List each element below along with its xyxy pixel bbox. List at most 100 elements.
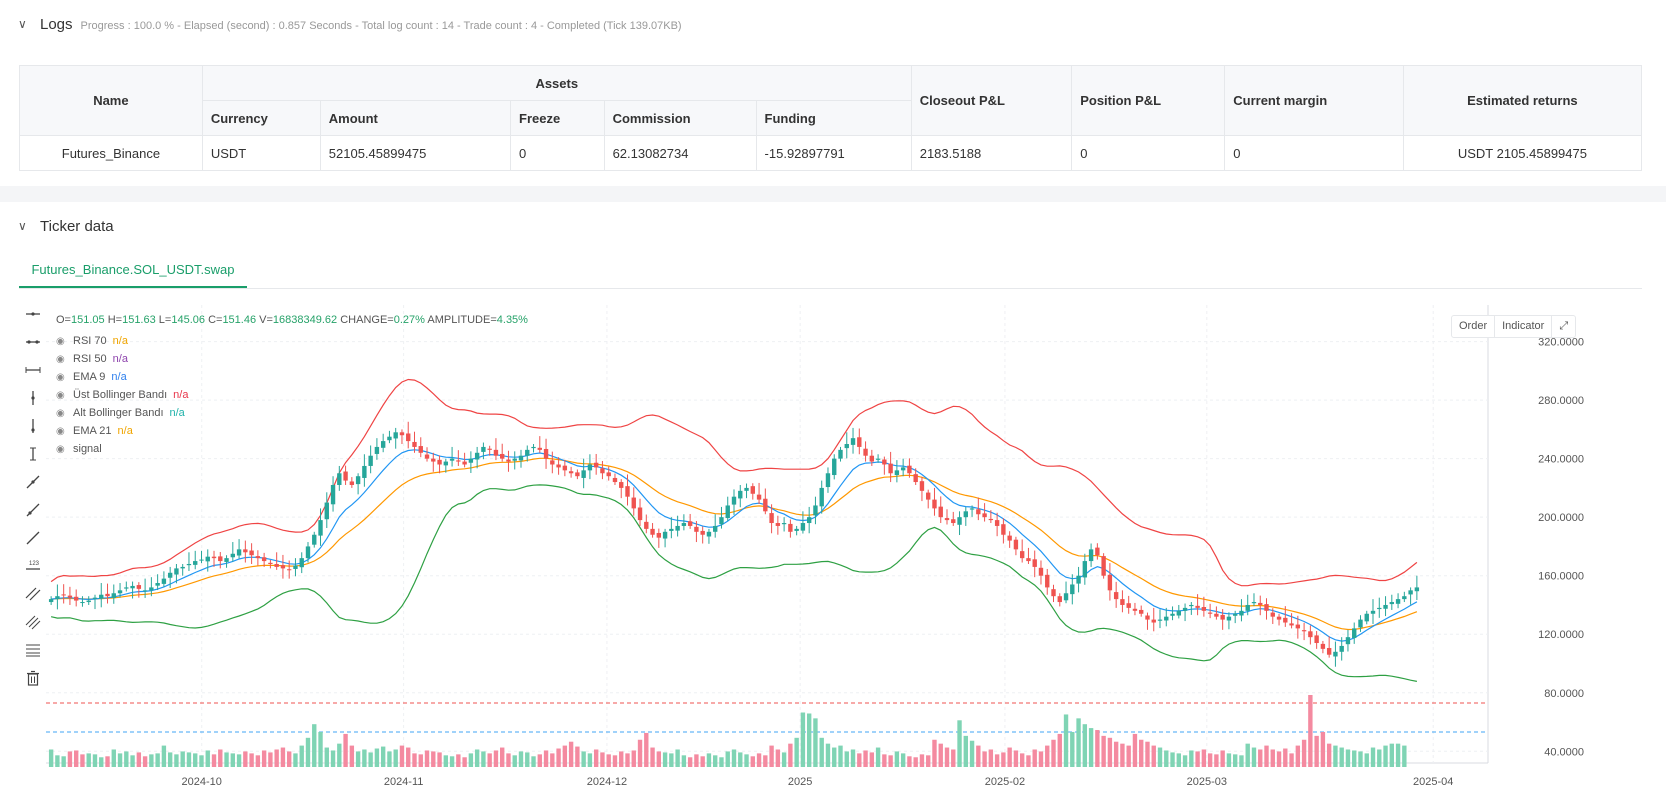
candle-body xyxy=(1170,613,1175,616)
candle-body xyxy=(1082,561,1088,578)
legend-item[interactable]: ◉ EMA 9 n/a xyxy=(56,368,188,386)
volume-bar xyxy=(650,747,655,767)
horizontal-ray-icon[interactable] xyxy=(22,331,44,353)
volume-bar xyxy=(468,753,474,767)
volume-bar xyxy=(512,755,517,767)
volume-bar xyxy=(982,751,987,767)
logs-header[interactable]: ∨ Logs Progress : 100.0 % - Elapsed (sec… xyxy=(18,16,682,33)
volume-bar xyxy=(287,751,292,767)
candle-body xyxy=(1352,628,1357,639)
volume-bar xyxy=(825,743,831,767)
volume-bar xyxy=(1232,754,1238,767)
parallel-channel-icon[interactable] xyxy=(22,583,44,605)
legend-item[interactable]: ◉ RSI 50 n/a xyxy=(56,350,188,368)
y-tick-label: 200.0000 xyxy=(1538,512,1584,524)
logs-title: Logs xyxy=(40,16,73,33)
trend-line-icon[interactable] xyxy=(22,471,44,493)
volume-bar xyxy=(938,743,943,767)
candle-body xyxy=(568,471,574,474)
volume-bar xyxy=(424,750,430,767)
candle-body xyxy=(600,468,605,474)
chevron-down-icon[interactable]: ∨ xyxy=(18,219,27,233)
volume-bar xyxy=(268,752,273,767)
volume-bar xyxy=(55,755,60,767)
candle-body xyxy=(806,517,812,524)
eye-icon[interactable]: ◉ xyxy=(56,335,65,347)
candle-body xyxy=(1377,607,1382,610)
volume-bar xyxy=(1113,741,1119,767)
cell-margin: 0 xyxy=(1224,135,1404,171)
volume-bar xyxy=(117,753,123,767)
volume-bar xyxy=(1326,743,1332,767)
candle-body xyxy=(637,507,643,521)
candle-body xyxy=(1301,630,1307,632)
candle-body xyxy=(1214,613,1219,617)
cell-freeze: 0 xyxy=(510,135,605,171)
candle-body xyxy=(1358,619,1363,628)
volume-bar xyxy=(556,748,561,767)
volume-bar xyxy=(124,751,129,767)
extended-line-icon[interactable] xyxy=(22,359,44,381)
volume-bar xyxy=(86,753,91,767)
legend-label: EMA 21 xyxy=(73,425,112,437)
candle-body xyxy=(406,433,411,442)
volume-bar xyxy=(976,745,981,767)
volume-bar xyxy=(988,749,994,767)
candle-body xyxy=(1295,624,1301,629)
candle-body xyxy=(913,474,918,483)
ray-line-icon[interactable] xyxy=(22,499,44,521)
volume-bar xyxy=(838,745,843,767)
order-button[interactable]: Order xyxy=(1452,316,1496,337)
legend-label: Alt Bollinger Bandı xyxy=(73,407,164,419)
fib-channel-icon[interactable] xyxy=(22,611,44,633)
candle-body xyxy=(850,438,856,445)
candle-body xyxy=(73,596,79,601)
volume-bar xyxy=(525,752,530,767)
volume-bar xyxy=(193,753,198,767)
eye-icon[interactable]: ◉ xyxy=(56,443,65,455)
legend-item[interactable]: ◉ Üst Bollinger Bandı n/a xyxy=(56,386,188,404)
legend-item[interactable]: ◉ EMA 21 n/a xyxy=(56,422,188,440)
eye-icon[interactable]: ◉ xyxy=(56,371,65,383)
eye-icon[interactable]: ◉ xyxy=(56,425,65,437)
eye-icon[interactable]: ◉ xyxy=(56,389,65,401)
volume-bar xyxy=(1245,743,1250,767)
legend-value: n/a xyxy=(112,335,128,347)
low-label: L= xyxy=(158,314,172,326)
candle-body xyxy=(1120,599,1125,605)
segment-line-icon[interactable] xyxy=(22,527,44,549)
legend-item[interactable]: ◉ RSI 70 n/a xyxy=(56,332,188,350)
high-label: H= xyxy=(107,314,123,326)
eye-icon[interactable]: ◉ xyxy=(56,353,65,365)
volume-bar xyxy=(1364,753,1369,767)
horizontal-line-icon[interactable] xyxy=(22,303,44,325)
price-chart[interactable]: 320.0000 280.0000 240.0000 200.0000 160.0000… xyxy=(0,300,1666,807)
candle-body xyxy=(882,459,887,465)
candle-body xyxy=(243,549,248,553)
volume-bar xyxy=(243,751,248,767)
fib-retracement-icon[interactable] xyxy=(22,639,44,661)
vertical-line-icon[interactable] xyxy=(22,387,44,409)
expand-icon[interactable]: ⤢ xyxy=(1559,320,1569,332)
indicator-button[interactable]: Indicator xyxy=(1495,316,1553,337)
volume-bar xyxy=(518,751,524,767)
ticker-header[interactable]: ∨ Ticker data xyxy=(18,218,114,235)
candle-body xyxy=(124,587,129,589)
volume-bar xyxy=(142,756,148,767)
trash-icon[interactable] xyxy=(22,667,44,689)
chevron-down-icon[interactable]: ∨ xyxy=(18,17,27,31)
volume-bar xyxy=(493,750,499,767)
volume-bar xyxy=(863,750,868,767)
price-label-icon[interactable]: 123 xyxy=(22,555,44,577)
vertical-segment-icon[interactable] xyxy=(22,443,44,465)
legend-item[interactable]: ◉ Alt Bollinger Bandı n/a xyxy=(56,404,188,422)
volume-bar xyxy=(481,751,486,767)
tab-sol-usdt-swap[interactable]: Futures_Binance.SOL_USDT.swap xyxy=(19,253,247,288)
volume-bar xyxy=(105,756,110,767)
legend-item[interactable]: ◉ signal xyxy=(56,440,188,458)
eye-icon[interactable]: ◉ xyxy=(56,407,65,419)
volume-bar xyxy=(1013,750,1019,767)
candle-body xyxy=(938,506,943,518)
candle-body xyxy=(1408,590,1413,595)
vertical-ray-icon[interactable] xyxy=(22,415,44,437)
